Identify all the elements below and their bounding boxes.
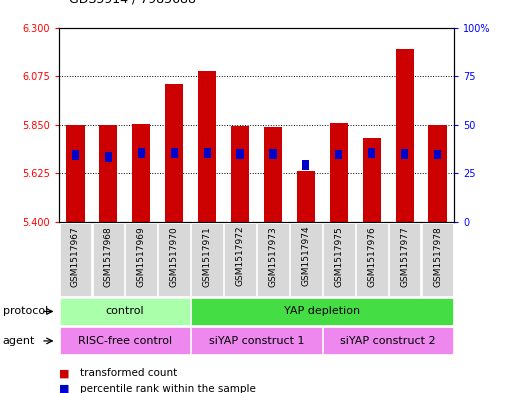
FancyBboxPatch shape xyxy=(224,223,256,296)
Bar xyxy=(198,71,216,222)
Bar xyxy=(434,149,441,159)
Bar xyxy=(204,148,211,158)
Text: GSM1517967: GSM1517967 xyxy=(71,226,80,286)
Text: GSM1517971: GSM1517971 xyxy=(203,226,212,286)
Text: ■: ■ xyxy=(59,368,69,378)
Bar xyxy=(72,150,79,160)
FancyBboxPatch shape xyxy=(257,223,289,296)
Bar xyxy=(165,84,183,222)
Text: GSM1517978: GSM1517978 xyxy=(433,226,442,286)
Text: GSM1517969: GSM1517969 xyxy=(137,226,146,286)
Bar xyxy=(302,160,309,170)
Bar xyxy=(401,149,408,159)
FancyBboxPatch shape xyxy=(323,327,453,354)
Text: GSM1517968: GSM1517968 xyxy=(104,226,113,286)
Bar xyxy=(264,127,282,222)
Bar xyxy=(396,49,413,222)
Text: percentile rank within the sample: percentile rank within the sample xyxy=(80,384,255,393)
Bar xyxy=(66,125,85,222)
Text: GSM1517975: GSM1517975 xyxy=(334,226,343,286)
FancyBboxPatch shape xyxy=(159,223,190,296)
Bar xyxy=(171,148,178,158)
FancyBboxPatch shape xyxy=(422,223,453,296)
Text: siYAP construct 2: siYAP construct 2 xyxy=(340,336,436,346)
Text: GSM1517973: GSM1517973 xyxy=(268,226,278,286)
Bar xyxy=(297,171,315,222)
FancyBboxPatch shape xyxy=(92,223,124,296)
FancyBboxPatch shape xyxy=(356,223,387,296)
Bar xyxy=(335,149,342,159)
FancyBboxPatch shape xyxy=(323,223,354,296)
Text: ■: ■ xyxy=(59,384,69,393)
Text: protocol: protocol xyxy=(3,307,48,316)
Text: GSM1517977: GSM1517977 xyxy=(400,226,409,286)
FancyBboxPatch shape xyxy=(126,223,157,296)
Text: YAP depletion: YAP depletion xyxy=(284,307,361,316)
Text: GSM1517974: GSM1517974 xyxy=(301,226,310,286)
Bar xyxy=(428,125,447,222)
Text: GSM1517976: GSM1517976 xyxy=(367,226,376,286)
Bar xyxy=(236,149,244,159)
Bar xyxy=(137,148,145,158)
Text: RISC-free control: RISC-free control xyxy=(78,336,172,346)
Text: GSM1517972: GSM1517972 xyxy=(235,226,245,286)
FancyBboxPatch shape xyxy=(60,327,190,354)
FancyBboxPatch shape xyxy=(191,327,322,354)
FancyBboxPatch shape xyxy=(191,223,223,296)
FancyBboxPatch shape xyxy=(60,298,190,325)
FancyBboxPatch shape xyxy=(191,298,453,325)
Bar xyxy=(100,125,117,222)
Bar xyxy=(368,149,376,158)
Bar xyxy=(363,138,381,222)
Text: GDS5914 / 7985688: GDS5914 / 7985688 xyxy=(69,0,196,6)
Text: GSM1517970: GSM1517970 xyxy=(170,226,179,286)
Bar xyxy=(231,126,249,222)
FancyBboxPatch shape xyxy=(389,223,421,296)
Text: siYAP construct 1: siYAP construct 1 xyxy=(209,336,304,346)
FancyBboxPatch shape xyxy=(290,223,322,296)
Bar xyxy=(269,149,277,159)
Bar xyxy=(132,124,150,222)
Text: agent: agent xyxy=(3,336,35,346)
FancyBboxPatch shape xyxy=(60,223,91,296)
Bar xyxy=(105,152,112,162)
Bar xyxy=(330,123,348,222)
Text: transformed count: transformed count xyxy=(80,368,177,378)
Text: control: control xyxy=(106,307,144,316)
